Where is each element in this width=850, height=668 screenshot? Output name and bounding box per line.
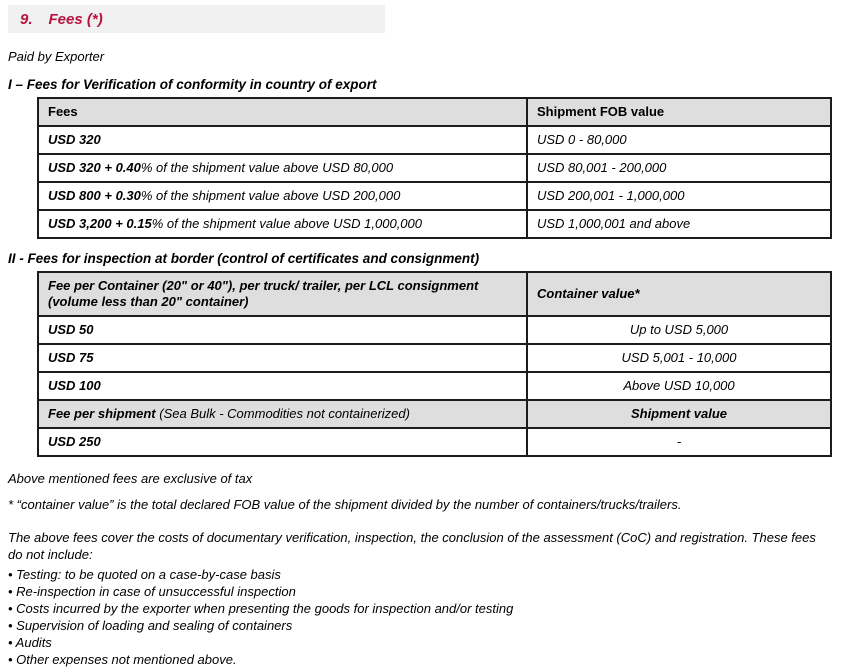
- table-header-row: Fee per Container (20" or 40"), per truc…: [37, 271, 832, 317]
- table-row: USD 320 USD 0 - 80,000: [37, 125, 832, 155]
- fee-cell: USD 100: [37, 371, 528, 401]
- page-title: Fees (*): [48, 10, 103, 28]
- fee-cell: USD 320 + 0.40% of the shipment value ab…: [37, 153, 528, 183]
- intro-text: Paid by Exporter: [8, 49, 105, 64]
- section1-heading: I – Fees for Verification of conformity …: [8, 77, 377, 92]
- document-page: 9. Fees (*) Paid by Exporter I – Fees fo…: [0, 5, 850, 668]
- fee-amount: USD 50: [48, 322, 94, 337]
- fee-description: % of the shipment value above USD 200,00…: [140, 188, 401, 203]
- table-header-row: Fees Shipment FOB value: [37, 97, 832, 127]
- table-row: USD 800 + 0.30% of the shipment value ab…: [37, 181, 832, 211]
- fee-amount: USD 100: [48, 378, 101, 393]
- list-item: • Costs incurred by the exporter when pr…: [8, 601, 514, 616]
- table-row: USD 250 -: [37, 427, 832, 457]
- list-item: • Audits: [8, 635, 52, 650]
- column-header-shipment-fob-value: Shipment FOB value: [526, 97, 832, 127]
- exclusions-list: • Testing: to be quoted on a case-by-cas…: [0, 566, 850, 668]
- fee-cell: USD 800 + 0.30% of the shipment value ab…: [37, 181, 528, 211]
- value-range-cell: -: [526, 427, 832, 457]
- value-range-cell: USD 5,001 - 10,000: [526, 343, 832, 373]
- fee-amount: USD 320 + 0.40: [48, 160, 141, 175]
- fee-cell: USD 50: [37, 315, 528, 345]
- list-item: • Other expenses not mentioned above.: [8, 652, 237, 667]
- fee-description: % of the shipment value above USD 80,000: [140, 160, 394, 175]
- value-range-cell: USD 1,000,001 and above: [526, 209, 832, 239]
- table-row: USD 50 Up to USD 5,000: [37, 315, 832, 345]
- fee-amount: USD 3,200 + 0.15: [48, 216, 152, 231]
- table-row: USD 75 USD 5,001 - 10,000: [37, 343, 832, 373]
- fee-amount: USD 800 + 0.30: [48, 188, 141, 203]
- value-range-cell: USD 200,001 - 1,000,000: [526, 181, 832, 211]
- verification-fees-table: Fees Shipment FOB value USD 320 USD 0 - …: [37, 97, 832, 239]
- value-range-cell: USD 80,001 - 200,000: [526, 153, 832, 183]
- fee-cell: USD 3,200 + 0.15% of the shipment value …: [37, 209, 528, 239]
- column-header-container-value: Container value*: [526, 271, 832, 317]
- column-header-shipment-value: Shipment value: [526, 399, 832, 429]
- fee-per-shipment-label: Fee per shipment: [48, 406, 156, 421]
- fee-cell: USD 320: [37, 125, 528, 155]
- fee-per-shipment-cell: Fee per shipment (Sea Bulk - Commodities…: [37, 399, 528, 429]
- fee-description: % of the shipment value above USD 1,000,…: [151, 216, 423, 231]
- fee-per-shipment-note: (Sea Bulk - Commodities not containerize…: [155, 406, 410, 421]
- table-row: USD 3,200 + 0.15% of the shipment value …: [37, 209, 832, 239]
- value-range-cell: Above USD 10,000: [526, 371, 832, 401]
- fee-cell: USD 250: [37, 427, 528, 457]
- table-row: USD 320 + 0.40% of the shipment value ab…: [37, 153, 832, 183]
- section2-heading: II - Fees for inspection at border (cont…: [8, 251, 480, 266]
- fee-cell: USD 75: [37, 343, 528, 373]
- container-value-footnote: * “container value” is the total declare…: [8, 497, 682, 512]
- value-range-cell: Up to USD 5,000: [526, 315, 832, 345]
- fee-amount: USD 250: [48, 434, 101, 449]
- fee-amount: USD 75: [48, 350, 94, 365]
- list-item: • Testing: to be quoted on a case-by-cas…: [8, 567, 281, 582]
- fee-amount: USD 320: [48, 132, 101, 147]
- border-inspection-fees-table: Fee per Container (20" or 40"), per truc…: [37, 271, 832, 457]
- table-row: USD 100 Above USD 10,000: [37, 371, 832, 401]
- value-range-cell: USD 0 - 80,000: [526, 125, 832, 155]
- column-header-fees: Fees: [37, 97, 528, 127]
- table-subheader-row: Fee per shipment (Sea Bulk - Commodities…: [37, 399, 832, 429]
- coverage-paragraph: The above fees cover the costs of docume…: [8, 530, 816, 562]
- tax-note: Above mentioned fees are exclusive of ta…: [8, 471, 253, 486]
- section-title-bar: 9. Fees (*): [8, 5, 385, 33]
- list-item: • Supervision of loading and sealing of …: [8, 618, 293, 633]
- list-item: • Re-inspection in case of unsuccessful …: [8, 584, 296, 599]
- column-header-fee-per-container: Fee per Container (20" or 40"), per truc…: [37, 271, 528, 317]
- section-number: 9.: [20, 10, 33, 28]
